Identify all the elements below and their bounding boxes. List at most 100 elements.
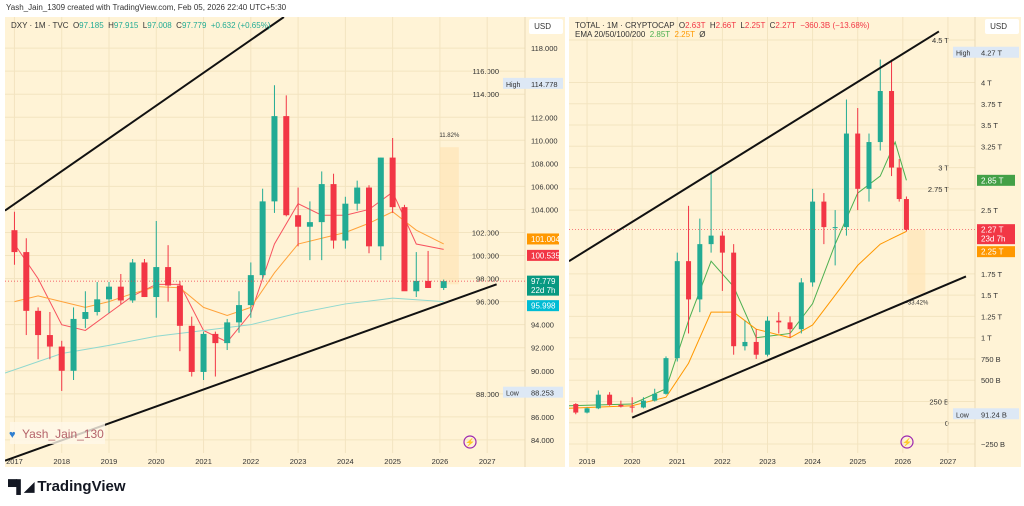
price-tag: [977, 224, 1015, 245]
y-tick-label: 84.000: [531, 436, 554, 445]
ema-line: [569, 140, 907, 407]
change-value: −360.3B (−13.68%): [800, 21, 870, 30]
x-tick-label: 2023: [290, 457, 307, 466]
candle-body: [440, 281, 447, 288]
candle-body: [354, 187, 361, 204]
candle-body: [686, 261, 692, 300]
x-tick-label: 2020: [624, 457, 641, 466]
candle-body: [798, 282, 804, 330]
candle-body: [106, 286, 112, 300]
candle-body: [855, 133, 861, 189]
candle-body: [776, 320, 782, 323]
total-legend: TOTAL · 1M · CRYPTOCAP O2.63T H2.66T L2.…: [575, 21, 870, 39]
candle-body: [200, 333, 207, 372]
price-tag-value: 2.25 T: [981, 248, 1004, 257]
candle-body: [821, 201, 827, 228]
candle-body: [318, 184, 325, 223]
y-tick-label: 1.5 T: [981, 291, 998, 300]
low-value: 97.008: [147, 21, 172, 30]
candle-body: [259, 201, 266, 276]
y-tick-label: 3 T: [938, 164, 949, 173]
candle-body: [640, 400, 646, 408]
low-marker: [503, 386, 563, 398]
candle-body: [306, 222, 313, 227]
watermark-icon: ♥: [9, 429, 16, 441]
candle-body: [674, 261, 680, 359]
tradingview-logo-icon: ▀▌◢: [8, 478, 34, 494]
symbol-label[interactable]: TOTAL · 1M · CRYPTOCAP: [575, 21, 675, 30]
y-tick-label: 104.000: [531, 205, 558, 214]
y-tick-label: 94.000: [531, 321, 554, 330]
y-tick-label: 3.25 T: [981, 142, 1003, 151]
x-tick-label: 2024: [337, 457, 354, 466]
candle-body: [607, 394, 613, 405]
total-candlestick-chart[interactable]: −250 B 0 250 B 500 B 750 B 1 T 1.25 T 1.5 T 1.75…: [569, 17, 1021, 467]
candle-body: [342, 203, 349, 241]
x-tick-label: 2021: [669, 457, 686, 466]
open-value: 97.185: [79, 21, 104, 30]
dxy-chart-panel[interactable]: DXY · 1M · TVC O97.185 H97.915 L97.008 C…: [5, 17, 565, 467]
ema-label[interactable]: EMA 20/50/100/200: [575, 30, 646, 39]
low-label: Low: [506, 391, 520, 398]
countdown-label: 22d 7h: [531, 286, 555, 295]
candle-body: [236, 305, 242, 323]
candle-body: [595, 394, 601, 409]
x-tick-label: 2021: [195, 457, 212, 466]
high-marker: [953, 46, 1019, 58]
lightning-icon: [463, 435, 477, 449]
candle-body: [165, 267, 172, 286]
candle-body: [94, 299, 101, 313]
x-tick-label: 2019: [101, 457, 118, 466]
dxy-candlestick-chart[interactable]: 84.00086.00088.00090.00092.00094.00096.0…: [5, 17, 565, 467]
x-tick-label: 2023: [759, 457, 776, 466]
y-tick-label: −250 B: [981, 440, 1005, 449]
x-tick-label: 2024: [804, 457, 821, 466]
candle-body: [82, 312, 89, 319]
trendline: [569, 30, 940, 262]
total-chart-panel[interactable]: TOTAL · 1M · CRYPTOCAP O2.63T H2.66T L2.…: [569, 17, 1021, 467]
x-tick-label: 2019: [579, 457, 596, 466]
low-value: 2.25T: [744, 21, 766, 30]
high-value: 4.27 T: [981, 49, 1003, 58]
candle-body: [283, 116, 290, 216]
x-tick-label: 2025: [384, 457, 401, 466]
candle-body: [212, 333, 219, 344]
symbol-label[interactable]: DXY · 1M · TVC: [11, 21, 69, 30]
candle-body: [652, 393, 658, 401]
open-value: 2.63T: [685, 21, 706, 30]
candle-body: [11, 230, 18, 253]
y-tick-label: 4 T: [981, 79, 992, 88]
y-tick-label: 114.000: [472, 90, 499, 99]
candle-body: [117, 286, 124, 301]
price-tag: [527, 233, 559, 245]
x-tick-label: 2017: [6, 457, 23, 466]
candle-body: [787, 322, 793, 330]
candle-body: [401, 207, 408, 292]
x-tick-label: 2026: [894, 457, 911, 466]
measure-range-box: [439, 147, 459, 285]
y-tick-label: 102.000: [472, 228, 499, 237]
x-tick-label: 2027: [940, 457, 957, 466]
candle-body: [573, 404, 579, 413]
candle-body: [271, 116, 278, 202]
price-tag: [527, 275, 559, 296]
lightning-icon-glyph: ⚡: [465, 437, 475, 447]
y-tick-label: 750 B: [981, 355, 1001, 364]
candle-body: [129, 262, 136, 301]
y-tick-label: 3.75 T: [981, 100, 1003, 109]
currency-button[interactable]: USD: [529, 19, 563, 34]
y-tick-label: 116.000: [472, 67, 499, 76]
tradingview-logo[interactable]: ▀▌◢ TradingView: [8, 478, 126, 495]
candle-body: [377, 157, 384, 247]
price-tag: [527, 300, 559, 312]
price-tag-value: 101.004: [531, 235, 560, 244]
y-tick-label: 86.000: [531, 413, 554, 422]
candle-body: [176, 285, 183, 326]
y-tick-label: 2.75 T: [928, 185, 950, 194]
y-tick-label: 106.000: [531, 182, 558, 191]
candle-body: [389, 157, 396, 208]
ema-value-2: 2.25T: [674, 30, 695, 39]
x-tick-label: 2027: [479, 457, 496, 466]
lightning-icon-glyph: ⚡: [902, 437, 912, 447]
currency-button[interactable]: USD: [985, 19, 1019, 34]
